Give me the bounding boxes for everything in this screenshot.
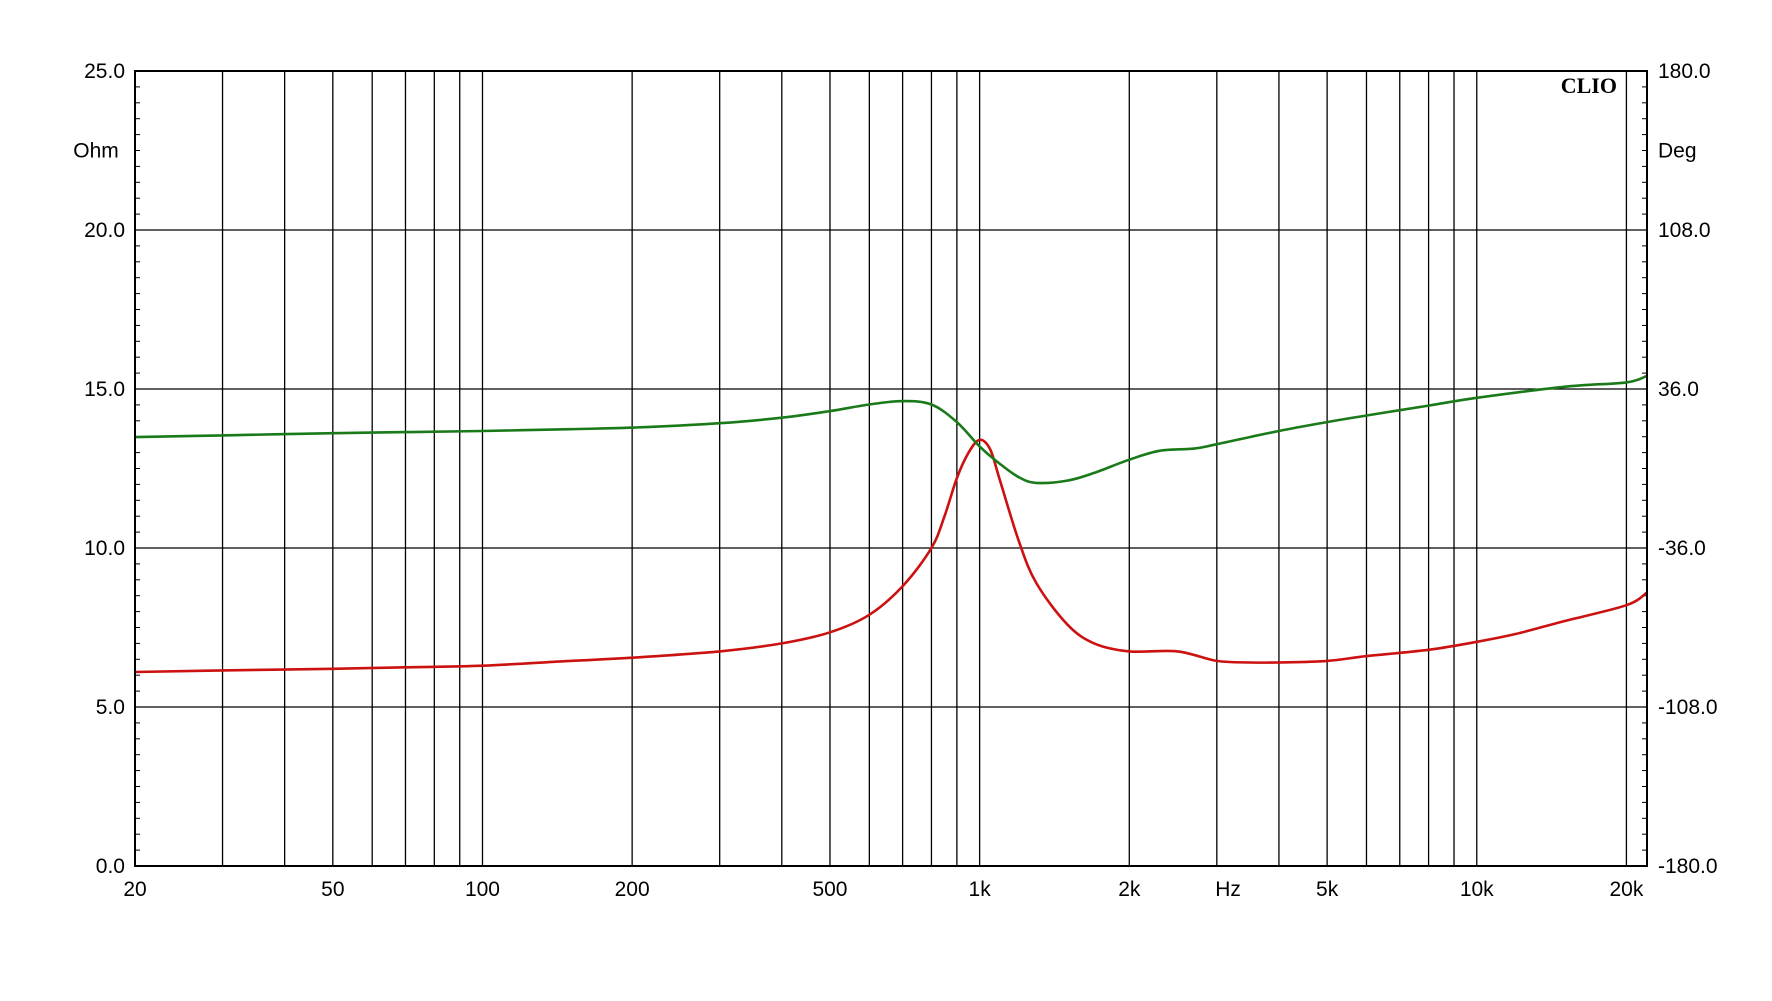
impedance-series-line <box>134 438 1648 674</box>
y-left-axis-label: Ohm <box>73 140 119 163</box>
x-tick-label: 2k <box>1118 878 1141 901</box>
y-right-tick-label: -108.0 <box>1658 696 1718 719</box>
grid <box>135 71 1647 866</box>
x-tick-label: 50 <box>321 878 344 901</box>
x-tick-label: 20 <box>123 878 146 901</box>
phase-series-line <box>134 374 1648 485</box>
y-left-tick-label: 10.0 <box>84 537 125 560</box>
y-right-tick-label: -36.0 <box>1658 537 1706 560</box>
y-right-tick-label: -180.0 <box>1658 855 1718 878</box>
x-tick-label: 5k <box>1316 878 1339 901</box>
y-left-tick-label: 20.0 <box>84 219 125 242</box>
y-right-tick-label: 180.0 <box>1658 60 1711 83</box>
x-tick-label: 500 <box>812 878 847 901</box>
y-right-axis-label: Deg <box>1658 140 1697 163</box>
y-left-tick-label: 15.0 <box>84 378 125 401</box>
x-axis-label: Hz <box>1215 878 1241 901</box>
brand-logo: CLIO <box>1561 73 1617 98</box>
axis-labels: 0.0 5.0 10.0 15.0 20.0 25.0 -180.0 -108.0 -36.0 3… <box>73 60 1717 901</box>
y-right-tick-label: 36.0 <box>1658 378 1699 401</box>
x-tick-label: 1k <box>969 878 992 901</box>
y-left-tick-label: 5.0 <box>96 696 125 719</box>
y-left-tick-label: 0.0 <box>96 855 125 878</box>
x-tick-label: 10k <box>1460 878 1494 901</box>
x-tick-label: 20k <box>1609 878 1643 901</box>
series <box>134 374 1648 674</box>
x-tick-label: 100 <box>465 878 500 901</box>
plot-frame <box>134 70 1648 867</box>
x-tick-label: 200 <box>615 878 650 901</box>
y-right-tick-label: 108.0 <box>1658 219 1711 242</box>
y-left-tick-label: 25.0 <box>84 60 125 83</box>
